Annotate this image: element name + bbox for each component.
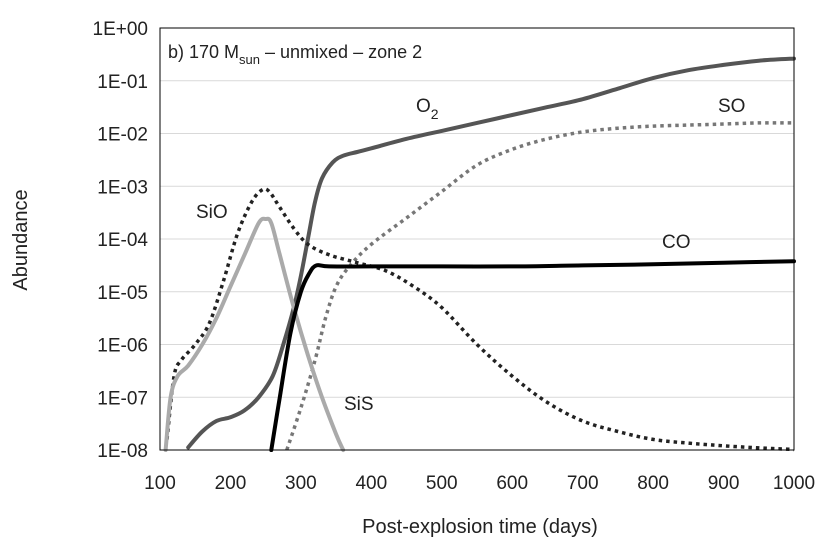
x-tick-labels: 100 200 300 400 500 600 700 800 900 1000 [144,473,815,494]
series-line-so [285,121,795,451]
series-line-sis [163,216,346,452]
chart-title-suffix: – unmixed – zone 2 [260,42,422,62]
y-tick-label: 1E-08 [97,441,148,462]
series-label-so: SO [718,96,745,117]
plot-area-frame [159,27,795,451]
x-tick-label: 300 [285,473,317,494]
x-tick-label: 500 [426,473,458,494]
y-tick-label: 1E+00 [93,19,148,40]
series-label-sio: SiO [196,202,228,223]
y-tick-label: 1E-04 [97,230,148,251]
y-tick-labels: 1E+00 1E-01 1E-02 1E-03 1E-04 1E-05 1E-06 1E-07… [93,19,149,462]
y-tick-label: 1E-03 [97,177,148,198]
x-tick-label: 800 [637,473,669,494]
x-axis-title: Post-explosion time (days) [362,516,598,538]
y-tick-label: 1E-07 [97,388,148,409]
y-tick-label: 1E-05 [97,283,148,304]
x-tick-label: 900 [708,473,740,494]
y-tick-label: 1E-02 [97,125,148,146]
chart-title-subscript: sun [239,52,260,67]
series-label-co: CO [662,232,691,253]
x-tick-label: 200 [215,473,247,494]
series-lines [163,56,796,452]
series-line-sio [165,187,795,452]
x-tick-label: 600 [496,473,528,494]
y-tick-label: 1E-01 [97,72,148,93]
series-label-o2: O2 [416,96,439,122]
y-axis-title: Abundance [10,189,32,290]
x-tick-label: 400 [355,473,387,494]
x-tick-label: 1000 [773,473,815,494]
x-tick-label: 700 [567,473,599,494]
x-tick-label: 100 [144,473,176,494]
chart-title-prefix: b) 170 M [168,42,239,62]
series-line-o2 [186,56,796,450]
chart-title: b) 170 Msun – unmixed – zone 2 [168,42,422,67]
y-tick-label: 1E-06 [97,336,148,357]
series-line-co [269,259,796,452]
series-label-sis: SiS [344,394,374,415]
